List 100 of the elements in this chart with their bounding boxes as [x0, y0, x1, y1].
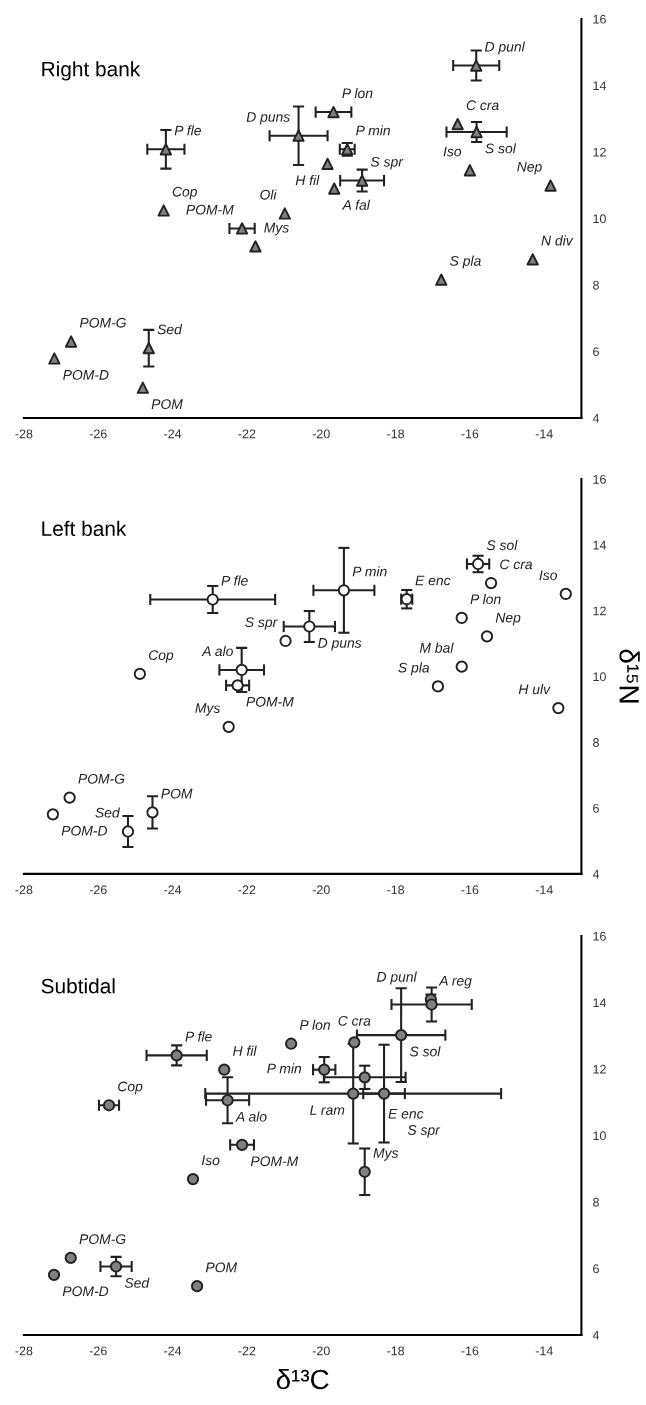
y-tick-label: 10 — [593, 672, 606, 682]
x-tick-label: -26 — [89, 429, 107, 439]
x-axis-title: δ¹³C — [276, 1368, 329, 1390]
annotation: Sed — [157, 324, 183, 335]
text: Right bank — [42, 61, 141, 81]
annotation: E enc — [388, 1108, 424, 1119]
annotation: H ulv — [518, 684, 551, 695]
annotation: M bal — [419, 642, 454, 653]
x-tick-label: -20 — [312, 429, 330, 439]
annotation: Cop — [172, 186, 198, 200]
annotation: Sed — [124, 1277, 150, 1288]
annotation: Cop — [148, 650, 174, 663]
annotation: POM-G — [79, 1234, 126, 1245]
x-tick-label: -28 — [15, 885, 33, 895]
text: Subtidal — [41, 978, 115, 994]
annotation: Mys — [264, 222, 289, 236]
annotation: S pla — [450, 255, 481, 269]
annotation: N div — [541, 235, 574, 246]
annotation: POM — [161, 788, 193, 799]
x-tick-label: -24 — [164, 1346, 182, 1356]
annotation: Mys — [195, 703, 221, 716]
x-tick-label: -14 — [535, 429, 553, 439]
y-tick-label: 12 — [593, 147, 606, 157]
annotation: Sed — [95, 807, 120, 818]
y-tick-label: 6 — [593, 1264, 599, 1274]
annotation: POM-G — [78, 773, 125, 784]
annotation: Iso — [539, 570, 558, 581]
annotation: P min — [352, 566, 387, 577]
y-tick-label: 8 — [593, 280, 599, 290]
y-tick-label: 12 — [593, 1064, 606, 1074]
annotation: S sol — [485, 143, 517, 154]
annotation: D punl — [484, 41, 526, 55]
annotation: Cop — [118, 1081, 143, 1095]
annotation: Iso — [443, 146, 462, 157]
x-tick-label: -24 — [164, 885, 182, 895]
x-tick-label: -22 — [238, 429, 256, 439]
annotation: P min — [356, 125, 390, 136]
y-tick-label: 14 — [593, 540, 607, 550]
annotation: S spr — [407, 1125, 441, 1138]
annotation: P lon — [342, 88, 373, 99]
annotation: S sol — [486, 539, 518, 551]
y-tick-label: 14 — [593, 998, 607, 1008]
x-tick-label: -26 — [89, 1346, 107, 1356]
annotation: P min — [267, 1063, 302, 1074]
y-tick-label: 8 — [593, 1197, 599, 1207]
annotation: A fal — [341, 199, 371, 210]
annotation: POM-D — [63, 369, 109, 380]
y-tick-label: 10 — [593, 214, 606, 224]
annotation: A alo — [235, 1111, 267, 1122]
y-tick-label: 4 — [592, 1330, 600, 1340]
y-tick-label: 4 — [592, 413, 600, 423]
annotation: C cra — [500, 559, 533, 570]
annotation: P fle — [221, 575, 248, 586]
x-tick-label: -22 — [238, 1346, 256, 1356]
annotation: Iso — [201, 1155, 220, 1166]
annotation: POM-D — [61, 825, 108, 836]
annotation: Nep — [517, 162, 542, 175]
x-tick-label: -16 — [461, 885, 479, 895]
y-tick-label: 16 — [593, 474, 606, 484]
annotation: POM-D — [62, 1286, 109, 1297]
y-axis-title: δ¹⁵N — [619, 649, 640, 703]
x-tick-label: -22 — [238, 885, 256, 895]
y-tick-label: 16 — [593, 14, 606, 24]
annotation: Nep — [495, 612, 521, 626]
y-tick-label: 4 — [592, 869, 600, 879]
annotation: E enc — [415, 575, 451, 586]
x-tick-label: -18 — [387, 429, 405, 439]
y-tick-label: 14 — [593, 81, 607, 90]
y-tick-label: 6 — [593, 347, 599, 357]
x-tick-label: -18 — [387, 1346, 405, 1356]
annotation: C cra — [338, 1015, 371, 1026]
annotation: D puns — [246, 112, 290, 125]
annotation: C cra — [466, 100, 499, 111]
x-tick-label: -26 — [89, 885, 107, 895]
x-tick-label: -16 — [461, 1346, 479, 1356]
annotation: A alo — [201, 645, 233, 657]
x-tick-label: -20 — [312, 885, 330, 895]
annotation: H fil — [295, 175, 320, 186]
annotation: A reg — [438, 975, 472, 989]
annotation: P lon — [299, 1019, 330, 1030]
x-tick-label: -20 — [312, 1346, 330, 1356]
annotation: S spr — [245, 617, 278, 630]
annotation: L ram — [310, 1105, 345, 1115]
y-tick-label: 12 — [593, 606, 606, 616]
x-tick-label: -18 — [387, 885, 405, 895]
annotation: POM-M — [246, 696, 294, 707]
x-tick-label: -14 — [535, 885, 553, 895]
annotation: POM — [205, 1262, 238, 1273]
annotation: POM-M — [250, 1156, 299, 1167]
annotation: H fil — [232, 1045, 257, 1056]
x-tick-label: -28 — [15, 1346, 33, 1356]
annotation: POM — [151, 399, 183, 410]
annotation: S pla — [398, 662, 430, 676]
annotation: S spr — [370, 156, 404, 170]
annotation: D puns — [318, 638, 362, 651]
text: Left bank — [42, 520, 127, 537]
y-tick-label: 16 — [593, 931, 606, 941]
y-tick-label: 10 — [593, 1131, 606, 1141]
y-tick-label: 6 — [593, 803, 599, 813]
annotation: D punl — [376, 971, 417, 985]
